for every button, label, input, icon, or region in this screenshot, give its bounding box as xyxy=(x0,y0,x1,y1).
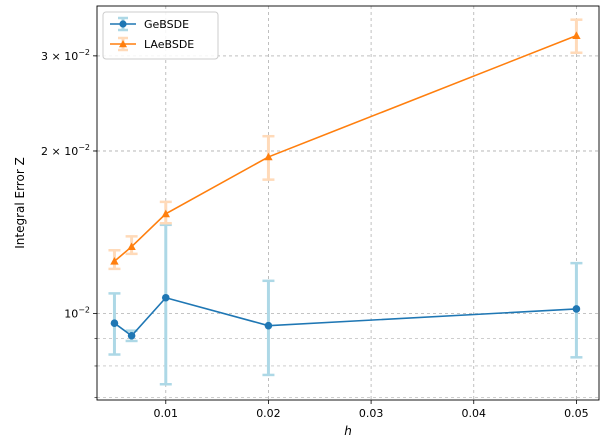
axis-ticks xyxy=(93,55,577,404)
y-tick-base: 10 xyxy=(64,145,78,158)
error-bars xyxy=(108,18,583,386)
legend-label: LAeBSDE xyxy=(144,38,194,51)
series-markers xyxy=(110,31,581,340)
series-line-laebsde xyxy=(113,34,577,262)
data-point xyxy=(127,242,136,251)
legend-label: GeBSDE xyxy=(144,18,189,31)
y-tick-exponent: −2 xyxy=(78,143,90,152)
y-tick-coefficient: 2 × xyxy=(41,145,64,158)
data-point xyxy=(161,209,170,218)
x-tick-label: 0.04 xyxy=(462,407,487,420)
y-tick-label: 2 × 10−2 xyxy=(41,143,90,158)
y-tick-base: 10 xyxy=(64,50,78,63)
data-point xyxy=(264,152,273,161)
x-axis-label: h xyxy=(344,424,352,438)
grid xyxy=(97,6,599,400)
data-point xyxy=(127,331,136,340)
data-point xyxy=(264,321,273,330)
legend-marker xyxy=(119,20,127,28)
y-tick-label: 10−2 xyxy=(64,306,90,321)
y-tick-label: 3 × 10−2 xyxy=(41,48,90,63)
data-point xyxy=(572,305,581,313)
data-point xyxy=(110,319,119,327)
y-tick-exponent: −2 xyxy=(78,306,90,315)
data-point xyxy=(110,257,119,265)
y-tick-exponent: −2 xyxy=(78,48,90,57)
data-point xyxy=(572,31,581,39)
y-tick-base: 10 xyxy=(64,308,78,321)
plot-frame xyxy=(96,5,600,401)
x-tick-label: 0.05 xyxy=(564,407,589,420)
series-lines xyxy=(113,34,577,337)
legend: GeBSDE LAeBSDE xyxy=(102,11,219,60)
data-point xyxy=(161,293,170,302)
y-tick-coefficient: 3 × xyxy=(41,50,64,63)
legend-marker xyxy=(119,40,127,48)
x-tick-label: 0.03 xyxy=(359,407,384,420)
y-axis-label: Integral Error Z xyxy=(13,157,27,249)
series-line-gebsde xyxy=(113,296,577,337)
x-tick-label: 0.02 xyxy=(256,407,281,420)
x-tick-label: 0.01 xyxy=(154,407,179,420)
